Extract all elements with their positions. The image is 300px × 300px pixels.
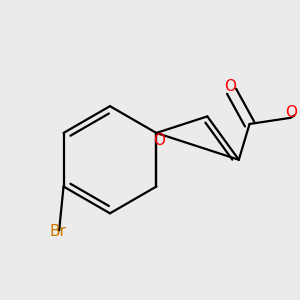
Text: O: O [224, 79, 236, 94]
Text: Br: Br [50, 224, 67, 239]
Text: O: O [154, 133, 166, 148]
Text: O: O [285, 104, 297, 119]
